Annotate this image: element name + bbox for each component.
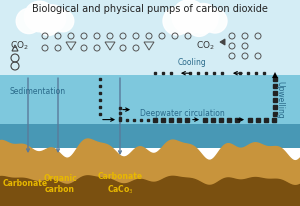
Circle shape — [38, 14, 59, 35]
Bar — [0, 0, 300, 75]
Text: Upwelling: Upwelling — [275, 81, 284, 118]
Circle shape — [163, 7, 191, 35]
Text: Biological and physical pumps of carbon dioxide: Biological and physical pumps of carbon … — [32, 4, 268, 14]
Text: Carbonate
CaCo$_3$: Carbonate CaCo$_3$ — [98, 172, 142, 196]
Text: CO$_2$: CO$_2$ — [10, 39, 29, 52]
Circle shape — [52, 10, 74, 32]
Text: CO$_2$: CO$_2$ — [196, 39, 215, 52]
Text: Organic
carbon: Organic carbon — [43, 174, 77, 194]
Circle shape — [172, 0, 206, 34]
Polygon shape — [220, 39, 225, 45]
Text: Sedimentation: Sedimentation — [10, 87, 66, 96]
Text: Carbonate: Carbonate — [2, 179, 48, 188]
Bar — [0, 124, 300, 148]
Circle shape — [24, 1, 55, 32]
Circle shape — [16, 8, 41, 34]
Text: Deepwater circulation: Deepwater circulation — [140, 109, 225, 118]
Circle shape — [188, 4, 218, 33]
Text: Cooling: Cooling — [178, 58, 207, 67]
Bar — [0, 75, 300, 124]
Circle shape — [39, 5, 66, 32]
Circle shape — [187, 12, 211, 36]
Circle shape — [203, 9, 227, 33]
